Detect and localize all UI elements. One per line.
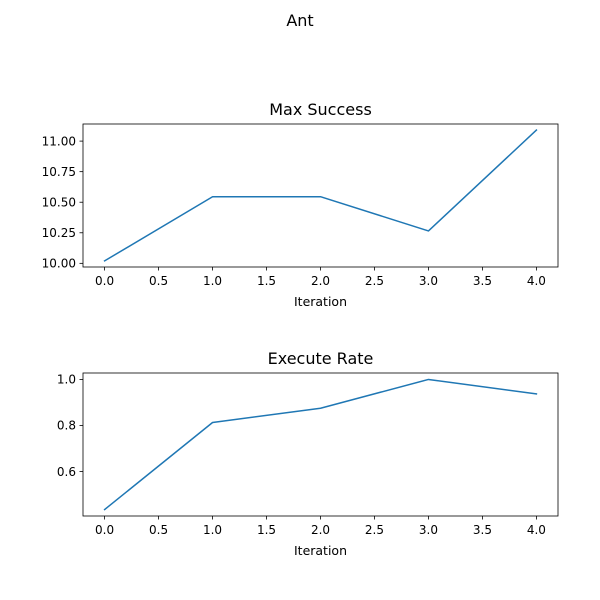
x-tick-label: 3.5 (473, 523, 492, 537)
y-tick-label: 10.75 (42, 165, 76, 179)
plot-title: Execute Rate (268, 349, 374, 368)
subplot-1: Max Success 0.0 0.5 1.0 1.5 2.0 2.5 3.0 3.5 4.0 10… (42, 100, 559, 309)
figure-suptitle: Ant (286, 11, 313, 30)
x-tick-label: 0.5 (149, 523, 168, 537)
axes-frame (82, 372, 559, 517)
x-tick-label: 2.0 (311, 523, 330, 537)
x-tick-label: 3.0 (419, 274, 438, 288)
x-tick-label: 0.5 (149, 274, 168, 288)
plot-title: Max Success (269, 100, 372, 119)
x-tick-label: 1.5 (257, 274, 276, 288)
x-tick-label: 3.5 (473, 274, 492, 288)
y-tick-label: 10.00 (42, 257, 76, 271)
y-tick-label: 10.50 (42, 195, 76, 209)
x-tick-label: 1.0 (203, 274, 222, 288)
x-tick-label: 4.0 (527, 523, 546, 537)
subplots: Max Success 0.0 0.5 1.0 1.5 2.0 2.5 3.0 3.5 4.0 10… (42, 100, 559, 558)
x-tick-label: 2.5 (365, 523, 384, 537)
y-tick-label: 0.6 (57, 465, 76, 479)
x-tick-label: 3.0 (419, 523, 438, 537)
x-tick-label: 1.0 (203, 523, 222, 537)
subplot-2: Execute Rate 0.0 0.5 1.0 1.5 2.0 2.5 3.0 3.5 4.0 0… (57, 349, 559, 558)
x-tick-label: 0.0 (95, 523, 114, 537)
x-tick-label: 2.0 (311, 274, 330, 288)
y-tick-label: 11.00 (42, 134, 76, 148)
y-tick-label: 10.25 (42, 226, 76, 240)
x-axis-label: Iteration (294, 294, 347, 309)
x-tick-label: 0.0 (95, 274, 114, 288)
y-tick-label: 1.0 (57, 373, 76, 387)
axes-frame (82, 123, 559, 268)
x-tick-label: 4.0 (527, 274, 546, 288)
x-axis-label: Iteration (294, 543, 347, 558)
x-tick-label: 2.5 (365, 274, 384, 288)
y-tick-label: 0.8 (57, 419, 76, 433)
x-tick-label: 1.5 (257, 523, 276, 537)
